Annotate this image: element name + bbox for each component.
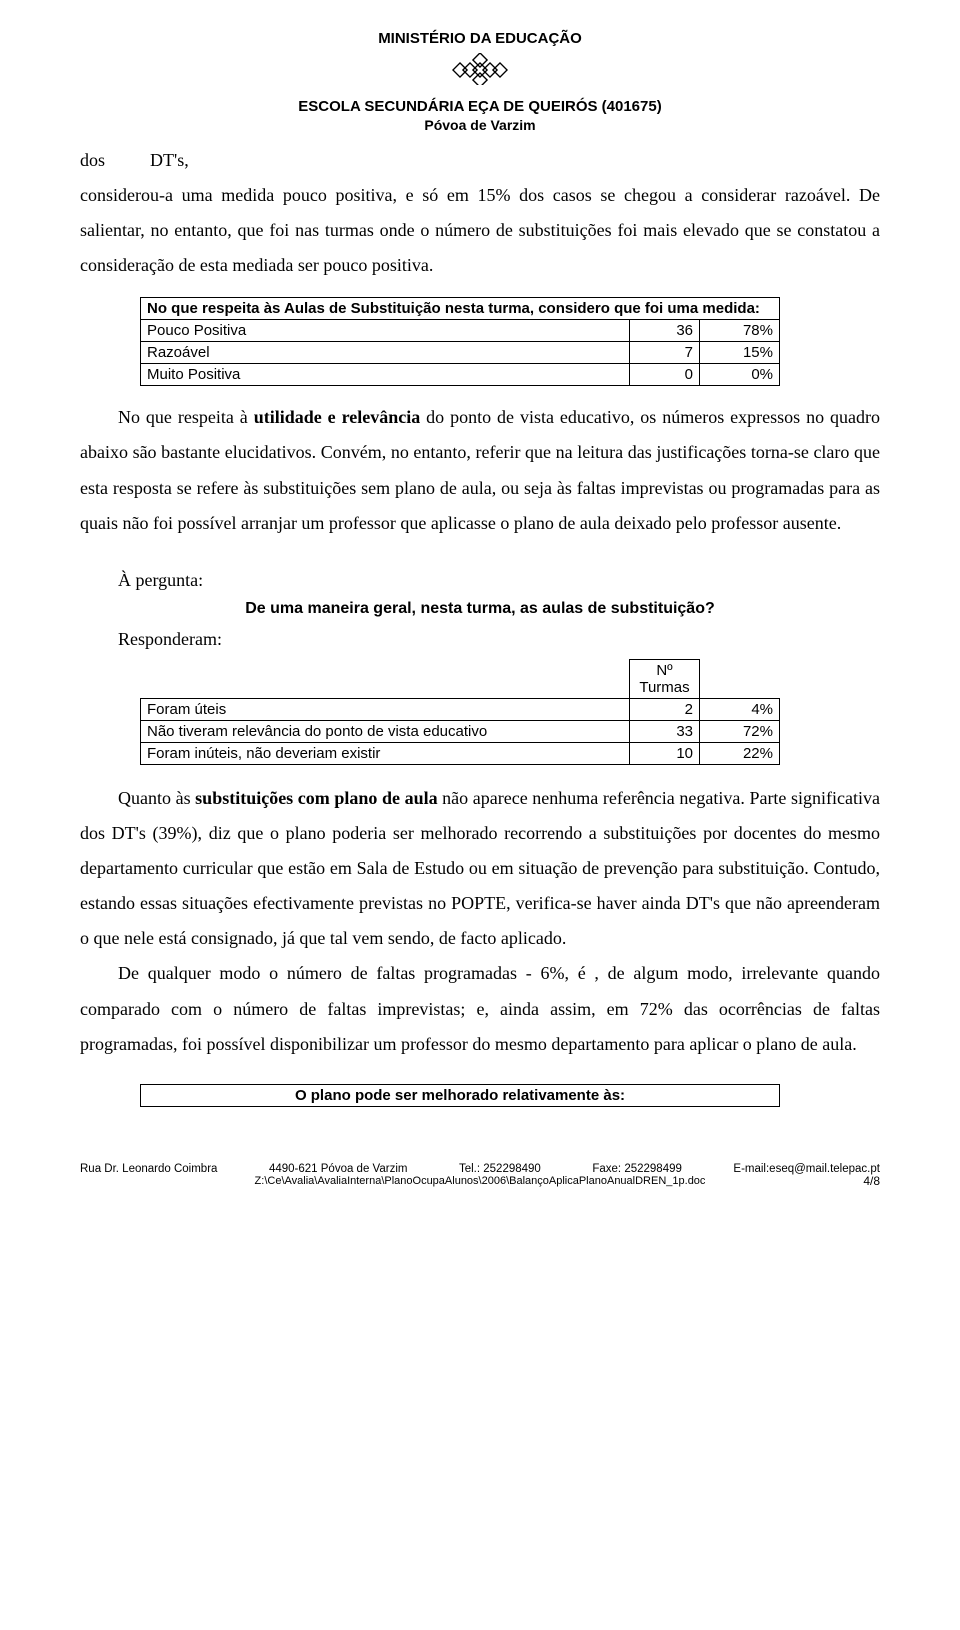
t2-r1-n: 33 [630, 720, 700, 742]
p1-frag-left: dos [80, 143, 150, 178]
t2-colhead: Nº Turmas [630, 659, 700, 698]
t1-r2-n: 0 [630, 364, 700, 386]
paragraph-2: No que respeita à utilidade e relevância… [80, 400, 880, 540]
table-row: Foram úteis 2 4% [141, 698, 780, 720]
p1-frag-right: DT's, [150, 143, 189, 178]
paragraph-3: Quanto às substituições com plano de aul… [80, 781, 880, 956]
t1-r1-label: Razoável [141, 342, 630, 364]
table-row: Não tiveram relevância do ponto de vista… [141, 720, 780, 742]
t2-r2-pct: 22% [700, 742, 780, 764]
table-row: Muito Positiva 0 0% [141, 364, 780, 386]
table-row: Foram inúteis, não deveriam existir 10 2… [141, 742, 780, 764]
ministry-label: MINISTÉRIO DA EDUCAÇÃO [80, 30, 880, 47]
question-text: De uma maneira geral, nesta turma, as au… [80, 600, 880, 618]
t1-r2-pct: 0% [700, 364, 780, 386]
t2-r2-label: Foram inúteis, não deveriam existir [141, 742, 630, 764]
t2-r1-pct: 72% [700, 720, 780, 742]
table-3: O plano pode ser melhorado relativamente… [140, 1084, 880, 1107]
p2-bold: utilidade e relevância [254, 407, 421, 427]
t2-r0-n: 2 [630, 698, 700, 720]
t1-r2-label: Muito Positiva [141, 364, 630, 386]
t2-r2-n: 10 [630, 742, 700, 764]
table-1: No que respeita às Aulas de Substituição… [140, 297, 880, 386]
p3-post: não aparece nenhuma referência negativa.… [80, 788, 880, 948]
table-2: Nº Turmas Foram úteis 2 4% Não tiveram r… [140, 659, 880, 765]
table1-title: No que respeita às Aulas de Substituição… [141, 298, 780, 320]
paragraph-1: dos DT's, considerou-a uma medida pouco … [80, 143, 880, 283]
t1-r0-pct: 78% [700, 320, 780, 342]
table3-title: O plano pode ser melhorado relativamente… [141, 1084, 780, 1106]
question-block: À pergunta: De uma maneira geral, nesta … [80, 563, 880, 657]
t1-r1-pct: 15% [700, 342, 780, 364]
t2-blank [141, 659, 630, 698]
table-row: Pouco Positiva 36 78% [141, 320, 780, 342]
paragraph-4: De qualquer modo o número de faltas prog… [80, 956, 880, 1061]
p3-bold: substituições com plano de aula [195, 788, 437, 808]
t2-r0-label: Foram úteis [141, 698, 630, 720]
p3-pre: Quanto às [118, 788, 195, 808]
t2-r1-label: Não tiveram relevância do ponto de vista… [141, 720, 630, 742]
p2-pre: No que respeita à [118, 407, 254, 427]
school-logo [80, 53, 880, 90]
question-outro: Responderam: [80, 622, 880, 657]
question-intro: À pergunta: [80, 563, 880, 598]
p4-text: De qualquer modo o número de faltas prog… [80, 956, 880, 1061]
school-city: Póvoa de Varzim [80, 117, 880, 133]
page-footer: Rua Dr. Leonardo Coimbra 4490-621 Póvoa … [80, 1163, 880, 1188]
t1-r0-label: Pouco Positiva [141, 320, 630, 342]
t1-r0-n: 36 [630, 320, 700, 342]
p1-rest: considerou-a uma medida pouco positiva, … [80, 178, 880, 283]
t2-blank2 [700, 659, 780, 698]
table-row: Razoável 7 15% [141, 342, 780, 364]
school-name: ESCOLA SECUNDÁRIA EÇA DE QUEIRÓS (401675… [80, 98, 880, 115]
t1-r1-n: 7 [630, 342, 700, 364]
t2-r0-pct: 4% [700, 698, 780, 720]
page-number: 4/8 [80, 1174, 880, 1188]
